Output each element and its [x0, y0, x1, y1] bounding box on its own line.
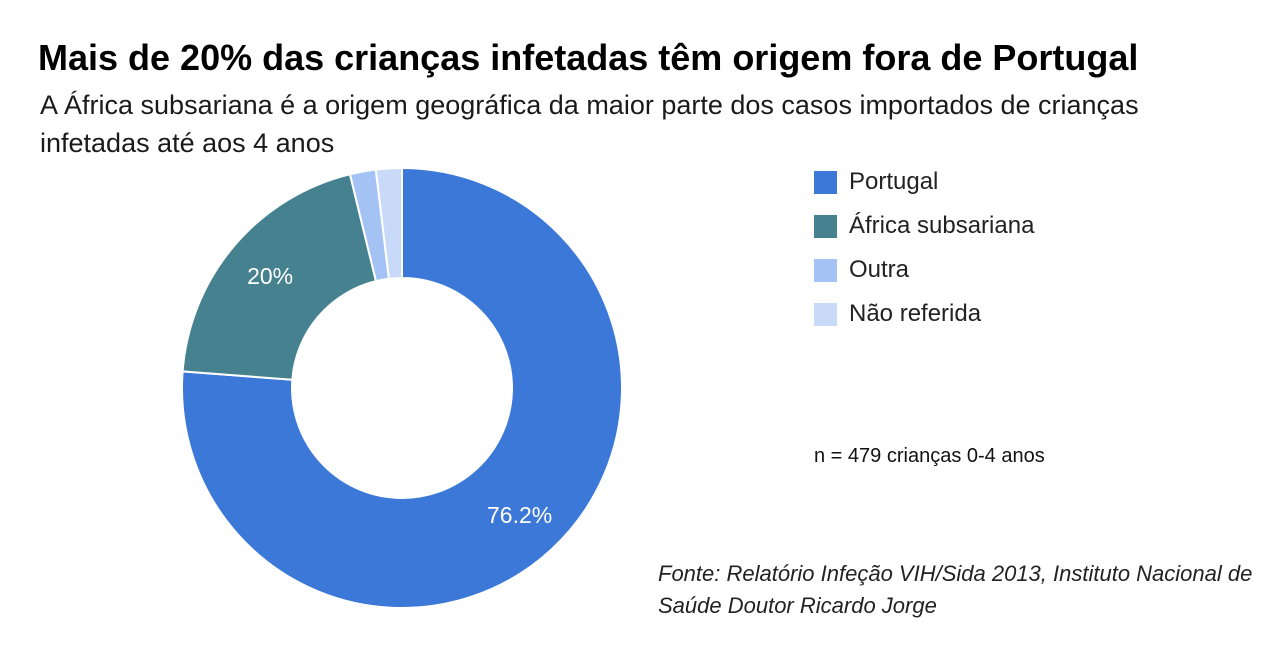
legend-swatch-portugal: [814, 170, 837, 194]
slice-portugal: [181, 166, 623, 609]
legend-label-nao-referida: Não referida: [849, 300, 982, 327]
chart-title: Mais de 20% das crianças infetadas têm o…: [38, 37, 1139, 78]
legend-item-portugal: Portugal: [814, 160, 1034, 204]
legend-item-outra: Outra: [814, 248, 1034, 292]
sample-size-note: n = 479 crianças 0-4 anos: [814, 445, 1045, 467]
legend-swatch-africa-subsariana: [814, 214, 837, 238]
legend: Portugal África subsariana Outra Não ref…: [814, 160, 1034, 336]
legend-swatch-outra: [814, 258, 837, 282]
donut-chart: 76.2% 20%: [181, 166, 623, 609]
chart-subtitle: A África subsariana é a origem geográfic…: [40, 90, 1139, 158]
legend-item-africa-subsariana: África subsariana: [814, 204, 1034, 248]
legend-label-portugal: Portugal: [849, 168, 939, 195]
legend-label-africa-subsariana: África subsariana: [849, 212, 1035, 239]
legend-label-outra: Outra: [849, 256, 910, 283]
legend-item-nao-referida: Não referida: [814, 292, 1034, 336]
slice-label-portugal: 76.2%: [487, 502, 552, 528]
slice-label-africa-subsariana: 20%: [247, 263, 293, 289]
slice-nao-referida: [374, 166, 403, 280]
source-note: Fonte: Relatório Infeção VIH/Sida 2013, …: [658, 561, 1253, 618]
legend-swatch-nao-referida: [814, 302, 837, 326]
slice-africa-subsariana: [181, 173, 378, 381]
